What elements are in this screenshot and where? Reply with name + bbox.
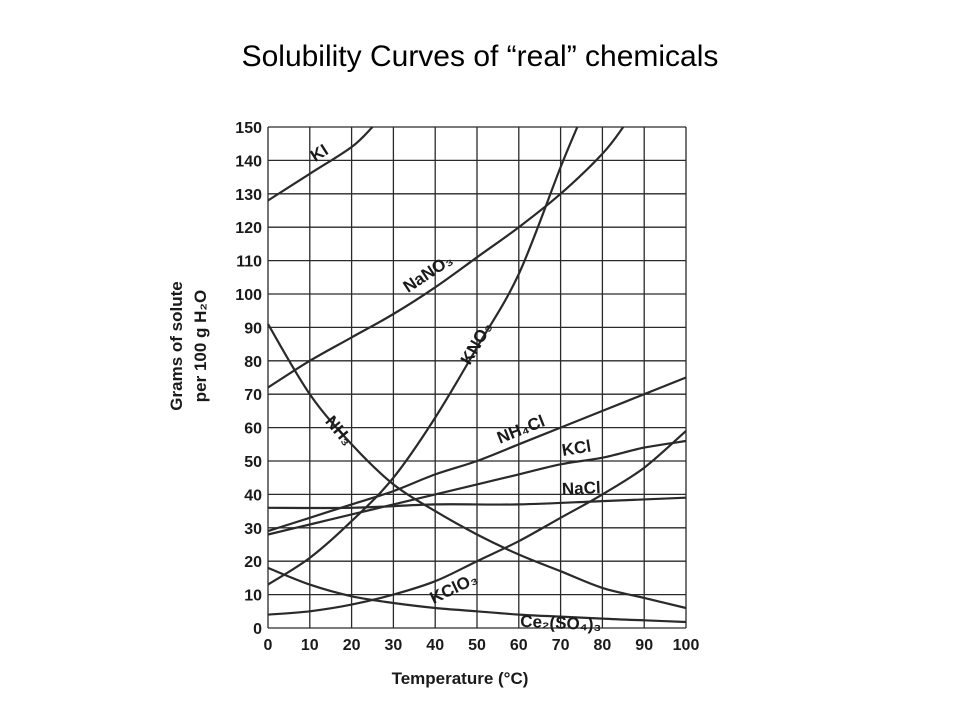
y-tick-label: 100	[235, 287, 262, 304]
curve-kclo3	[267, 430, 687, 616]
curve-label-kcl: KCl	[560, 437, 592, 460]
y-axis-label-line1: Grams of solute	[167, 281, 186, 410]
slide-title: Solubility Curves of “real” chemicals	[241, 40, 719, 73]
y-tick-label: 120	[235, 220, 262, 237]
x-tick-labels: 0 10 20 30 40 50 60 70 80 90 100	[264, 637, 700, 654]
curve-kno3	[267, 126, 579, 586]
x-tick-label: 90	[635, 637, 653, 654]
x-axis-label: Temperature (°C)	[392, 669, 529, 688]
y-tick-labels: 0 10 20 30 40 50 60 70 80 90 100 110 120 130 140 150	[235, 120, 262, 638]
x-tick-label: 100	[673, 637, 700, 654]
x-tick-label: 10	[301, 637, 319, 654]
y-tick-label: 90	[244, 320, 262, 337]
y-tick-label: 0	[253, 621, 262, 638]
x-tick-label: 60	[510, 637, 528, 654]
y-tick-label: 70	[244, 387, 262, 404]
curve-nh3	[267, 323, 687, 610]
curve-label-nh4cl: NH₄Cl	[494, 411, 547, 447]
y-tick-label: 10	[244, 588, 262, 605]
y-tick-label: 150	[235, 120, 262, 137]
x-tick-label: 80	[594, 637, 612, 654]
grid-lines	[267, 126, 687, 629]
curve-nacl	[267, 496, 687, 510]
curve-label-ce2-so4-3: Ce₂(SO₄)₃	[520, 612, 602, 635]
curve-label-nacl: NaCl	[562, 478, 601, 499]
y-tick-label: 140	[235, 153, 262, 170]
curve-ki	[267, 126, 374, 202]
y-tick-label: 60	[244, 421, 262, 438]
x-tick-label: 70	[552, 637, 570, 654]
y-tick-label: 50	[244, 454, 262, 471]
x-tick-label: 20	[343, 637, 361, 654]
y-tick-label: 30	[244, 521, 262, 538]
x-tick-label: 40	[426, 637, 444, 654]
x-tick-label: 0	[264, 637, 273, 654]
y-tick-label: 130	[235, 187, 262, 204]
y-tick-label: 80	[244, 354, 262, 371]
y-tick-label: 20	[244, 554, 262, 571]
y-axis-label-line2: per 100 g H₂O	[191, 290, 210, 402]
curve-label-nano3: NaNO₃	[400, 250, 456, 296]
y-tick-label: 40	[244, 487, 262, 504]
solubility-curves	[267, 126, 687, 624]
x-tick-label: 30	[385, 637, 403, 654]
y-tick-label: 110	[236, 254, 262, 271]
curve-kcl	[267, 439, 687, 536]
curve-nano3	[267, 126, 625, 389]
x-tick-label: 50	[468, 637, 486, 654]
curve-ce2-so4-3	[267, 566, 687, 624]
